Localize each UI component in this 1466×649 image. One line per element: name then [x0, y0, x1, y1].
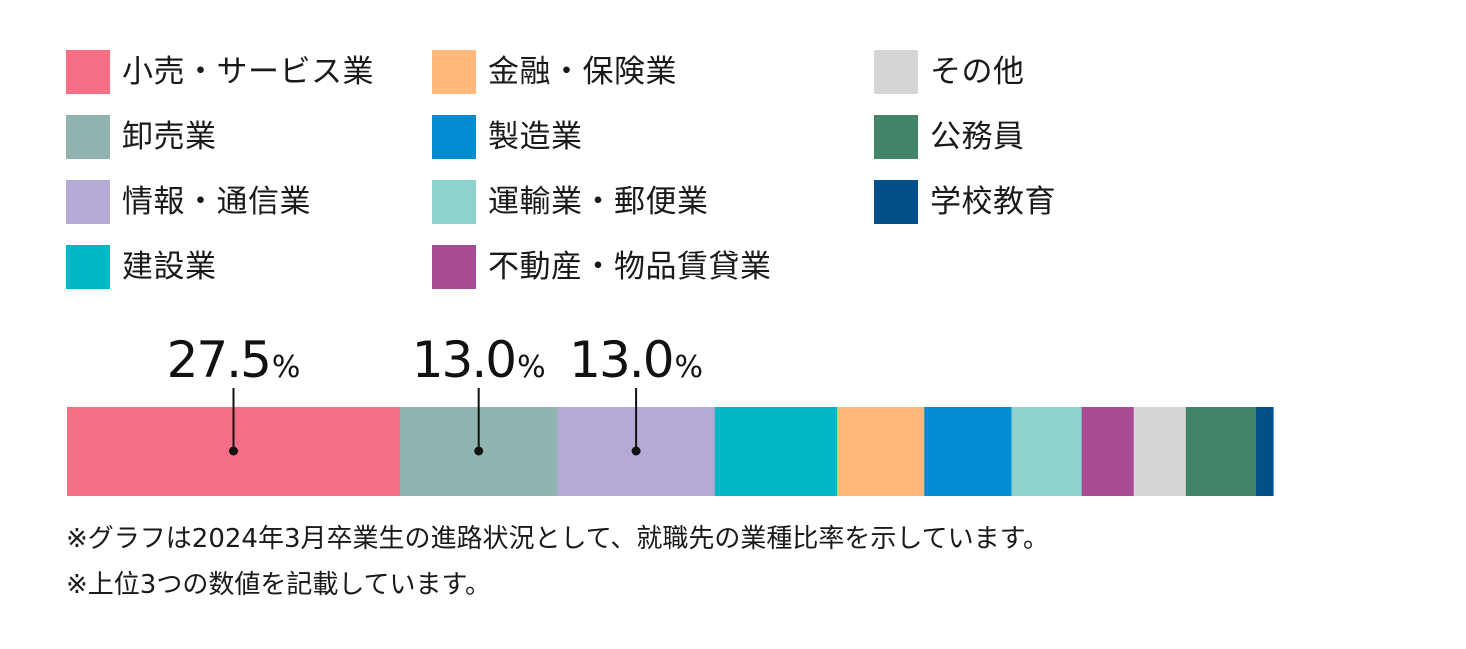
callout-dot: [631, 446, 641, 456]
legend-item: 金融・保険業: [432, 50, 677, 94]
legend-swatch: [874, 180, 918, 224]
value-label-number: 13.0: [412, 331, 515, 389]
legend-label: 卸売業: [122, 119, 217, 155]
legend-item: 製造業: [432, 115, 583, 159]
legend-swatch: [432, 115, 476, 159]
legend-label: 運輸業・郵便業: [488, 184, 709, 220]
value-label: 13.0%: [412, 331, 546, 389]
legend-item: 不動産・物品賃貸業: [432, 245, 772, 289]
legend-swatch: [432, 50, 476, 94]
legend-item: 卸売業: [66, 115, 217, 159]
legend-label: その他: [930, 54, 1025, 90]
chart-svg: 27.5% 13.0% 13.0%: [67, 331, 1274, 496]
legend-label: 製造業: [488, 119, 583, 155]
bar-segment: [1011, 407, 1083, 496]
legend-label: 情報・通信業: [122, 184, 311, 220]
legend-label: 金融・保険業: [488, 54, 677, 90]
value-label: 13.0%: [569, 331, 703, 389]
legend-item: 学校教育: [874, 180, 1056, 224]
chart-notes: ※グラフは2024年3月卒業生の進路状況として、就職先の業種比率を示しています。…: [66, 516, 1049, 608]
callout-dot: [228, 446, 238, 456]
bar-segment: [837, 407, 925, 496]
legend-item: 小売・サービス業: [66, 50, 374, 94]
bar-segment: [1256, 407, 1274, 496]
value-label-number: 13.0: [569, 331, 672, 389]
legend-label: 不動産・物品賃貸業: [488, 249, 772, 285]
value-label-unit: %: [517, 350, 546, 385]
legend-swatch: [874, 115, 918, 159]
bar-segment: [1133, 407, 1187, 496]
value-label: 27.5%: [167, 331, 301, 389]
legend-swatch: [66, 180, 110, 224]
value-label-unit: %: [272, 350, 301, 385]
bar-segment: [1081, 407, 1135, 496]
legend-item: 運輸業・郵便業: [432, 180, 709, 224]
value-label-unit: %: [675, 350, 704, 385]
legend-item: 公務員: [874, 115, 1025, 159]
chart-legend: 小売・サービス業 卸売業情報・通信業 建設業 金融・保険業 製造業運輸業・郵便業不動産・…: [66, 50, 1166, 300]
legend-label: 学校教育: [930, 184, 1056, 220]
callout-dot: [474, 446, 484, 456]
legend-label: 公務員: [930, 119, 1025, 155]
note-graph-description: ※グラフは2024年3月卒業生の進路状況として、就職先の業種比率を示しています。: [66, 524, 1050, 554]
legend-item: その他: [874, 50, 1025, 94]
legend-label: 小売・サービス業: [122, 54, 374, 90]
bar-segment: [1185, 407, 1257, 496]
value-label-number: 27.5: [167, 331, 270, 389]
legend-swatch: [874, 50, 918, 94]
stacked-bar-chart: 27.5% 13.0% 13.0%: [0, 320, 1466, 510]
legend-swatch: [432, 245, 476, 289]
bar-segment: [714, 407, 838, 496]
legend-item: 建設業: [66, 245, 217, 289]
legend-swatch: [66, 50, 110, 94]
legend-swatch: [432, 180, 476, 224]
legend-swatch: [66, 115, 110, 159]
bar-segment: [924, 407, 1013, 496]
legend-swatch: [66, 245, 110, 289]
note-top-three: ※上位3つの数値を記載しています。: [66, 570, 491, 600]
legend-label: 建設業: [122, 249, 217, 285]
legend-item: 情報・通信業: [66, 180, 311, 224]
